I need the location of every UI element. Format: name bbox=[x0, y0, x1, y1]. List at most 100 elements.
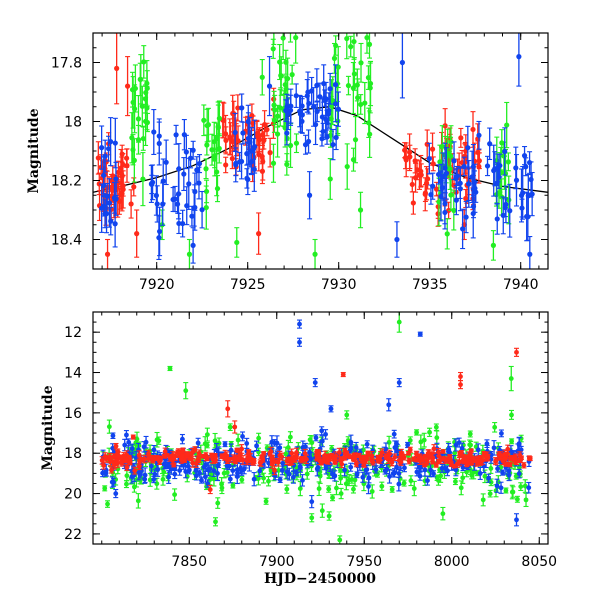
data-point bbox=[405, 441, 411, 449]
data-point bbox=[306, 171, 313, 220]
data-point bbox=[498, 481, 504, 494]
data-point bbox=[232, 420, 238, 434]
data-point bbox=[309, 513, 315, 523]
data-point bbox=[183, 464, 189, 479]
x-tick-label: 7850 bbox=[171, 554, 207, 570]
data-point bbox=[317, 82, 323, 111]
data-point bbox=[309, 495, 315, 509]
data-point bbox=[277, 450, 283, 461]
data-point bbox=[310, 87, 317, 127]
data-point bbox=[350, 147, 357, 172]
data-point bbox=[402, 142, 408, 159]
data-point bbox=[322, 89, 328, 107]
data-point bbox=[518, 482, 524, 492]
data-point bbox=[463, 201, 469, 234]
x-tick-label: 7900 bbox=[259, 554, 295, 570]
data-point bbox=[195, 437, 201, 449]
data-point bbox=[284, 484, 290, 494]
data-point bbox=[233, 458, 239, 465]
data-point bbox=[274, 459, 280, 465]
data-point bbox=[163, 139, 169, 186]
data-point bbox=[223, 126, 229, 155]
data-point bbox=[107, 457, 113, 467]
data-point bbox=[422, 177, 428, 212]
data-point bbox=[456, 437, 462, 448]
data-point bbox=[135, 94, 142, 143]
data-point bbox=[417, 331, 423, 337]
data-point bbox=[287, 94, 294, 126]
data-point bbox=[387, 469, 393, 484]
data-point bbox=[134, 209, 140, 258]
data-point bbox=[274, 110, 281, 158]
data-point bbox=[401, 463, 407, 473]
data-point bbox=[392, 453, 398, 461]
data-point bbox=[131, 138, 137, 183]
data-point bbox=[352, 116, 359, 164]
data-point bbox=[421, 432, 427, 448]
data-point bbox=[342, 455, 348, 461]
data-point bbox=[128, 189, 134, 219]
data-point bbox=[132, 466, 138, 475]
data-point bbox=[508, 365, 514, 392]
data-point bbox=[330, 128, 336, 161]
data-point bbox=[354, 68, 360, 102]
data-point bbox=[460, 208, 466, 250]
data-point bbox=[476, 120, 482, 150]
data-point bbox=[396, 378, 402, 388]
data-point bbox=[297, 319, 302, 329]
data-point bbox=[271, 33, 277, 46]
x-tick-label: 7930 bbox=[321, 277, 357, 293]
data-point bbox=[289, 448, 295, 459]
data-point bbox=[102, 485, 108, 492]
data-point bbox=[230, 465, 236, 476]
data-point bbox=[130, 76, 136, 129]
data-point bbox=[494, 162, 500, 205]
data-point bbox=[271, 107, 278, 133]
data-point bbox=[441, 456, 447, 461]
data-point bbox=[503, 487, 509, 494]
data-point bbox=[458, 127, 464, 148]
data-point bbox=[348, 462, 354, 472]
data-point bbox=[261, 451, 267, 456]
data-point bbox=[492, 422, 498, 433]
data-point bbox=[526, 455, 532, 461]
data-point bbox=[248, 149, 254, 175]
data-point bbox=[361, 458, 367, 468]
y-tick-label: 16 bbox=[64, 406, 82, 422]
data-point bbox=[201, 104, 207, 137]
data-point bbox=[314, 68, 320, 103]
data-point bbox=[211, 464, 217, 477]
data-point bbox=[223, 156, 229, 174]
data-point bbox=[506, 469, 512, 482]
data-point bbox=[357, 191, 364, 229]
data-point bbox=[190, 140, 196, 160]
data-point bbox=[433, 423, 439, 431]
data-point bbox=[444, 465, 450, 477]
y-tick-label: 18.2 bbox=[51, 174, 82, 190]
y-tick-label: 18.4 bbox=[51, 233, 82, 249]
x-tick-label: 7940 bbox=[503, 277, 539, 293]
data-point bbox=[351, 33, 357, 60]
data-point bbox=[119, 161, 125, 192]
data-point bbox=[330, 494, 336, 502]
data-point bbox=[235, 94, 241, 122]
data-point bbox=[227, 122, 234, 156]
data-point bbox=[516, 436, 522, 451]
data-point bbox=[189, 448, 195, 457]
data-point bbox=[424, 459, 430, 466]
data-point bbox=[452, 477, 458, 486]
data-point bbox=[234, 469, 240, 485]
data-point bbox=[408, 475, 414, 487]
y-tick-label: 17.8 bbox=[51, 56, 82, 72]
data-point bbox=[215, 497, 221, 509]
data-point bbox=[207, 484, 213, 495]
data-point bbox=[518, 457, 524, 464]
data-point bbox=[212, 149, 218, 169]
top-y-axis-title: Magnitude bbox=[26, 108, 42, 193]
data-point bbox=[99, 125, 105, 170]
data-point bbox=[457, 167, 463, 200]
data-point bbox=[105, 135, 112, 162]
data-point bbox=[289, 64, 295, 85]
data-point bbox=[366, 0, 371, 32]
data-point bbox=[139, 85, 145, 127]
